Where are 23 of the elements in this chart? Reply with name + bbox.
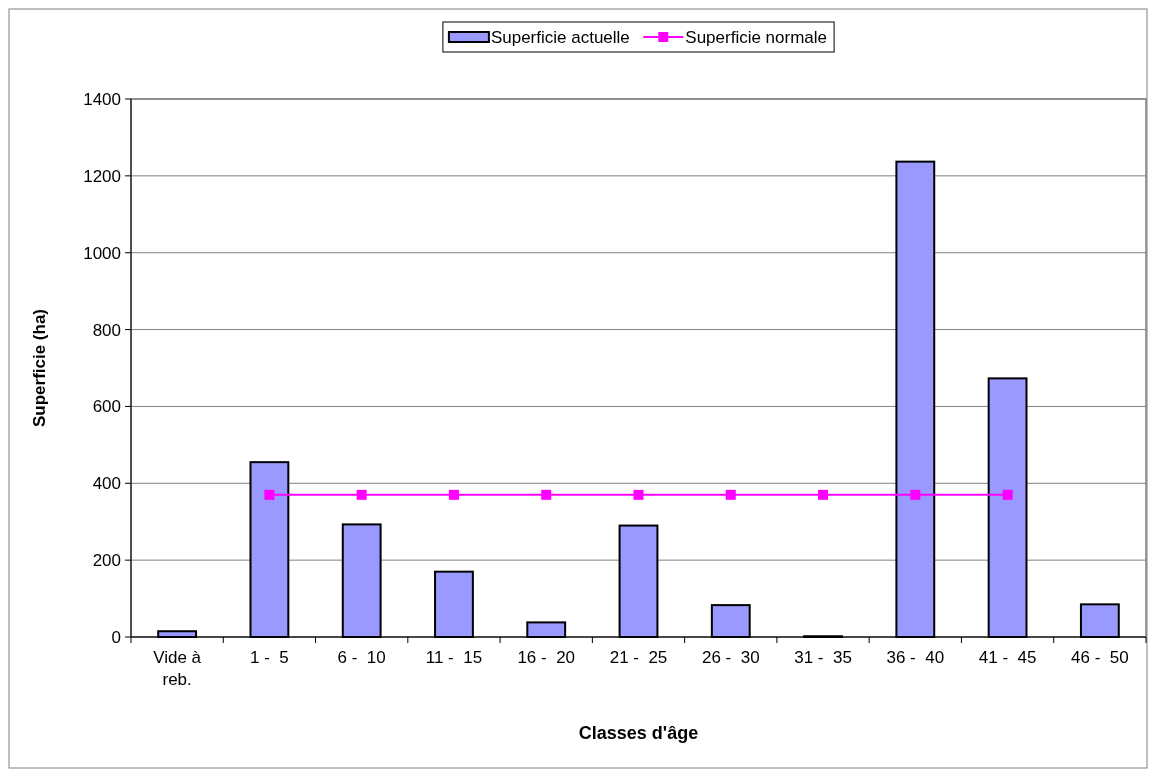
y-tick-label: 0 xyxy=(111,627,121,647)
x-tick-label: 6 - 10 xyxy=(337,648,386,667)
x-tick-label: 26 - 30 xyxy=(701,648,760,667)
x-tick-label: 21 - 25 xyxy=(609,648,668,667)
x-tick-label: Vide à reb. xyxy=(153,648,202,689)
x-tick-label: 31 - 35 xyxy=(794,648,852,667)
y-tick-label: 200 xyxy=(92,551,121,571)
x-tick-label: 46 - 50 xyxy=(1071,648,1129,667)
y-tick-label: 400 xyxy=(92,474,121,494)
y-tick-label: 1000 xyxy=(83,243,121,263)
y-tick-label: 1400 xyxy=(83,89,121,109)
x-tick-label: 11 - 15 xyxy=(425,648,483,667)
x-tick-label: 1 - 5 xyxy=(250,648,289,667)
y-tick-label: 1200 xyxy=(83,166,121,186)
x-tick-label: 16 - 20 xyxy=(517,648,576,667)
legend-label: Superficie normale xyxy=(685,27,828,47)
x-tick-label: 41 - 45 xyxy=(978,648,1037,667)
x-axis-title: Classes d'âge xyxy=(578,723,699,743)
y-tick-label: 800 xyxy=(92,320,121,340)
y-tick-label: 600 xyxy=(92,397,121,417)
x-tick-label: 36 - 40 xyxy=(886,648,945,667)
legend-label: Superficie actuelle xyxy=(490,27,630,47)
y-axis-title: Superficie (ha) xyxy=(30,308,49,428)
